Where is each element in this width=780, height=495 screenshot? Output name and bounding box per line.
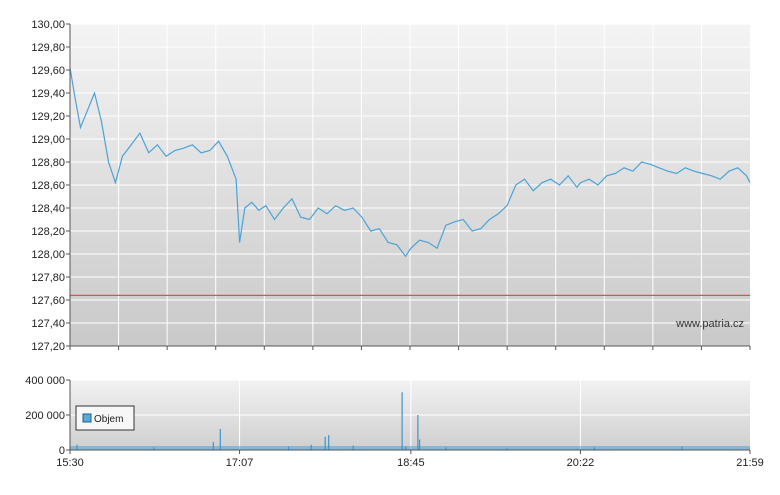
volume-bar [219,429,221,450]
volume-bars-group [70,392,750,451]
volume-bar [324,436,326,450]
volume-baseline-strip [70,446,750,450]
volume-bar [328,435,330,450]
volume-y-axis: 0 200 000 400 000 [25,375,70,457]
price-y-tick-label: 127,40 [31,318,65,330]
price-y-axis: 127,20 127,40 127,60 127,80 128,00 128,20 128,… [31,19,70,353]
volume-x-tick-label: 20:22 [567,457,595,469]
volume-x-axis: 15:30 17:07 18:45 20:22 21:59 [56,450,764,469]
price-y-tick-label: 128,60 [31,180,65,192]
volume-bar [593,447,595,450]
volume-y-tick-label: 400 000 [25,375,65,387]
price-y-tick-label: 129,80 [31,42,65,54]
price-y-tick-label: 128,20 [31,226,65,238]
watermark-text: www.patria.cz [675,318,744,330]
price-y-tick-label: 128,00 [31,249,65,261]
volume-bar [417,415,419,450]
volume-y-tick-label: 200 000 [25,410,65,422]
volume-panel: 0 200 000 400 000 15:30 17:07 18:45 20:22 21:5… [25,375,764,469]
price-y-tick-label: 129,00 [31,134,65,146]
volume-bar [401,392,403,451]
price-y-tick-label: 128,40 [31,203,65,215]
price-x-axis-ticks [69,346,751,350]
legend-label: Objem [94,414,123,425]
price-gridlines [70,23,750,347]
volume-x-tick-label: 15:30 [56,457,84,469]
price-y-tick-label: 129,20 [31,111,65,123]
volume-bar [681,446,683,450]
volume-bar [445,447,447,450]
volume-x-tick-label: 17:07 [226,457,254,469]
price-y-tick-label: 127,20 [31,341,65,353]
price-panel: 127,20 127,40 127,60 127,80 128,00 128,20 128,… [31,19,751,353]
volume-x-tick-label: 18:45 [397,457,425,469]
price-y-tick-label: 127,60 [31,295,65,307]
volume-bar [212,442,214,450]
price-y-tick-label: 129,60 [31,65,65,77]
volume-x-tick-label: 21:59 [736,457,764,469]
price-series-group [69,67,751,258]
volume-legend: Objem [75,405,135,431]
price-y-tick-label: 130,00 [31,19,65,31]
price-y-tick-label: 129,40 [31,88,65,100]
price-line [69,67,751,258]
volume-bar [352,445,354,450]
volume-bar [153,447,155,450]
volume-bar [419,439,421,450]
volume-bar [76,444,78,451]
price-y-tick-label: 127,80 [31,272,65,284]
price-y-tick-label: 128,80 [31,157,65,169]
volume-y-tick-label: 0 [59,445,65,457]
volume-bar [310,444,312,451]
volume-bar [405,446,407,450]
legend-swatch [82,413,92,423]
volume-bar [506,448,508,451]
volume-bar [287,446,290,450]
